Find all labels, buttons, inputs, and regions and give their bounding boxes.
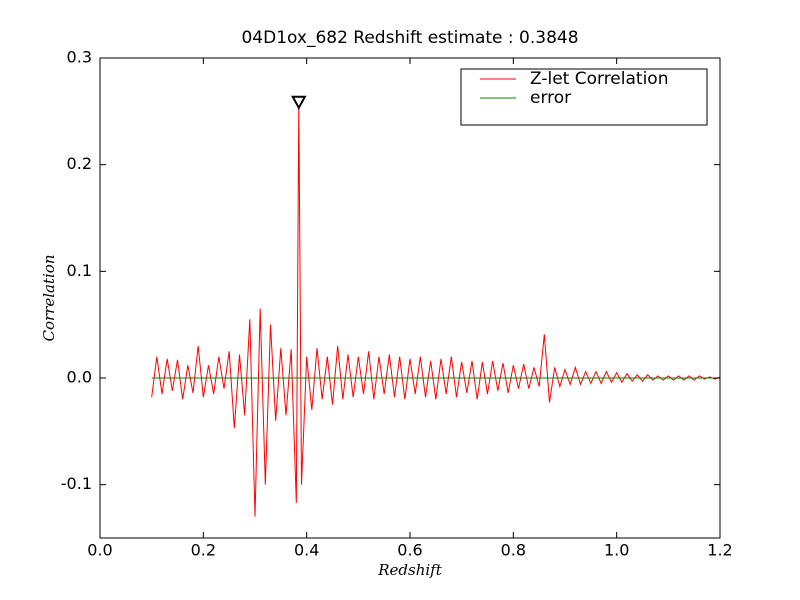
y-tick-label: -0.1 xyxy=(61,474,92,493)
y-tick-label: 0.0 xyxy=(67,368,92,387)
x-tick-label: 0.4 xyxy=(294,541,319,560)
peak-marker xyxy=(291,95,307,110)
y-axis-label: Correlation xyxy=(40,255,58,342)
x-tick-label: 0.8 xyxy=(501,541,526,560)
legend-label: Z-let Correlation xyxy=(530,69,668,89)
y-tick-label: 0.2 xyxy=(67,154,92,173)
x-tick-label: 0.2 xyxy=(191,541,216,560)
legend-box xyxy=(460,68,708,126)
x-axis-label: Redshift xyxy=(377,561,442,579)
y-tick-label: 0.3 xyxy=(67,48,92,67)
x-tick-label: 0.6 xyxy=(397,541,422,560)
x-tick-label: 0.0 xyxy=(87,541,112,560)
legend-label: error xyxy=(530,88,571,108)
y-tick-label: 0.1 xyxy=(67,261,92,280)
x-tick-label: 1.2 xyxy=(707,541,732,560)
x-tick-label: 1.0 xyxy=(604,541,629,560)
chart-title: 04D1ox_682 Redshift estimate : 0.3848 xyxy=(241,28,578,48)
